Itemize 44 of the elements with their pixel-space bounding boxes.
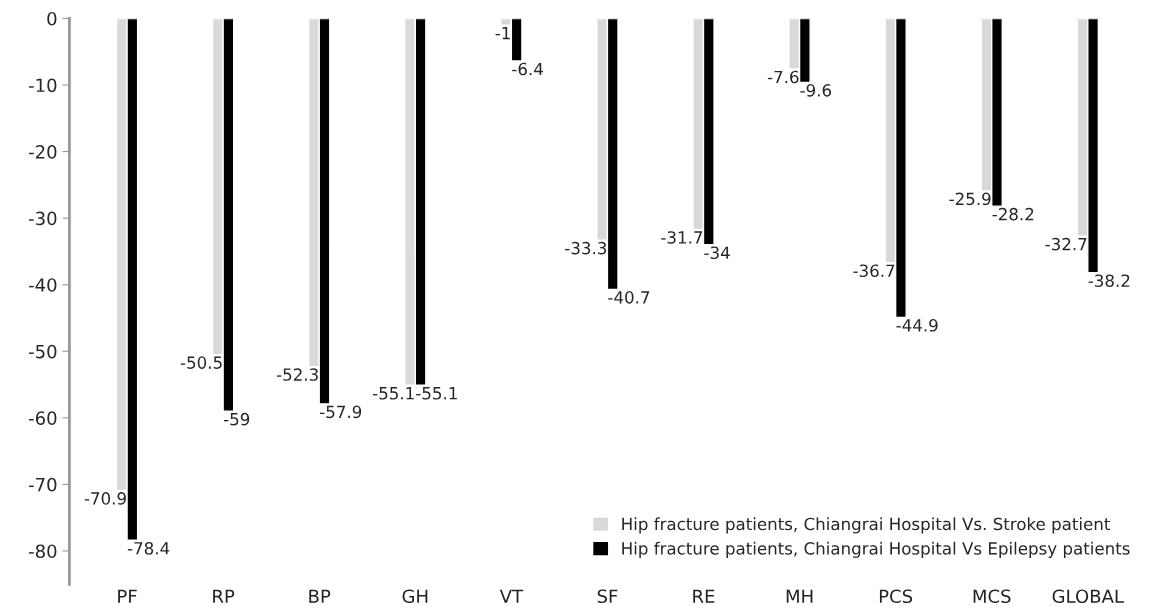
y-tick-label: -40 <box>29 278 57 292</box>
data-label: -28.2 <box>992 207 1034 221</box>
y-tick-label: -30 <box>29 211 57 226</box>
y-tick-label: -60 <box>29 411 57 425</box>
data-label: -55.1 <box>416 387 457 400</box>
data-label: -55.1 <box>372 387 414 400</box>
data-label: -32.7 <box>1045 237 1087 251</box>
data-label: -7.6 <box>767 70 799 84</box>
data-label: -25.9 <box>949 192 991 206</box>
x-tick-label: SF <box>597 589 618 604</box>
x-tick-label: VT <box>499 589 524 603</box>
data-label: -44.9 <box>896 319 938 332</box>
data-label: -38.2 <box>1088 274 1130 288</box>
data-label: -59 <box>223 412 250 426</box>
x-tick-label: BP <box>309 589 331 603</box>
data-label: -31.7 <box>661 231 703 244</box>
data-label: -40.7 <box>608 291 650 304</box>
x-tick-label: PF <box>118 589 137 603</box>
y-tick-label: 0 <box>47 11 57 26</box>
x-tick-label: RE <box>693 589 715 603</box>
y-tick-label: -70 <box>29 477 57 492</box>
legend-label: Hip fracture patients, Chiangrai Hospital Vs Epilepsy patients <box>622 541 1130 558</box>
data-label: -70.9 <box>84 492 126 505</box>
y-tick-label: -10 <box>29 78 57 93</box>
x-tick-label: MH <box>786 589 813 603</box>
data-label: -1 <box>495 27 510 40</box>
y-tick-label: -50 <box>29 344 57 359</box>
data-label: -9.6 <box>800 84 832 97</box>
x-tick-label: GLOBAL <box>1052 589 1124 604</box>
y-tick-label: -80 <box>29 544 57 559</box>
data-label: -52.3 <box>276 368 318 381</box>
x-tick-label: RP <box>213 589 235 603</box>
y-tick-label: -20 <box>29 145 57 159</box>
legend-label: Hip fracture patients, Chiangrai Hospital Vs. Stroke patient <box>622 517 1110 534</box>
data-label: -36.7 <box>853 264 895 278</box>
x-tick-label: PCS <box>879 589 913 604</box>
data-label: -34 <box>704 246 730 260</box>
x-tick-label: MCS <box>973 589 1011 604</box>
data-label: -6.4 <box>512 62 543 76</box>
data-label: -78.4 <box>127 542 170 555</box>
x-tick-label: GH <box>402 589 428 604</box>
data-label: -50.5 <box>180 356 222 369</box>
data-label: -33.3 <box>565 241 607 255</box>
data-label: -57.9 <box>320 405 362 419</box>
